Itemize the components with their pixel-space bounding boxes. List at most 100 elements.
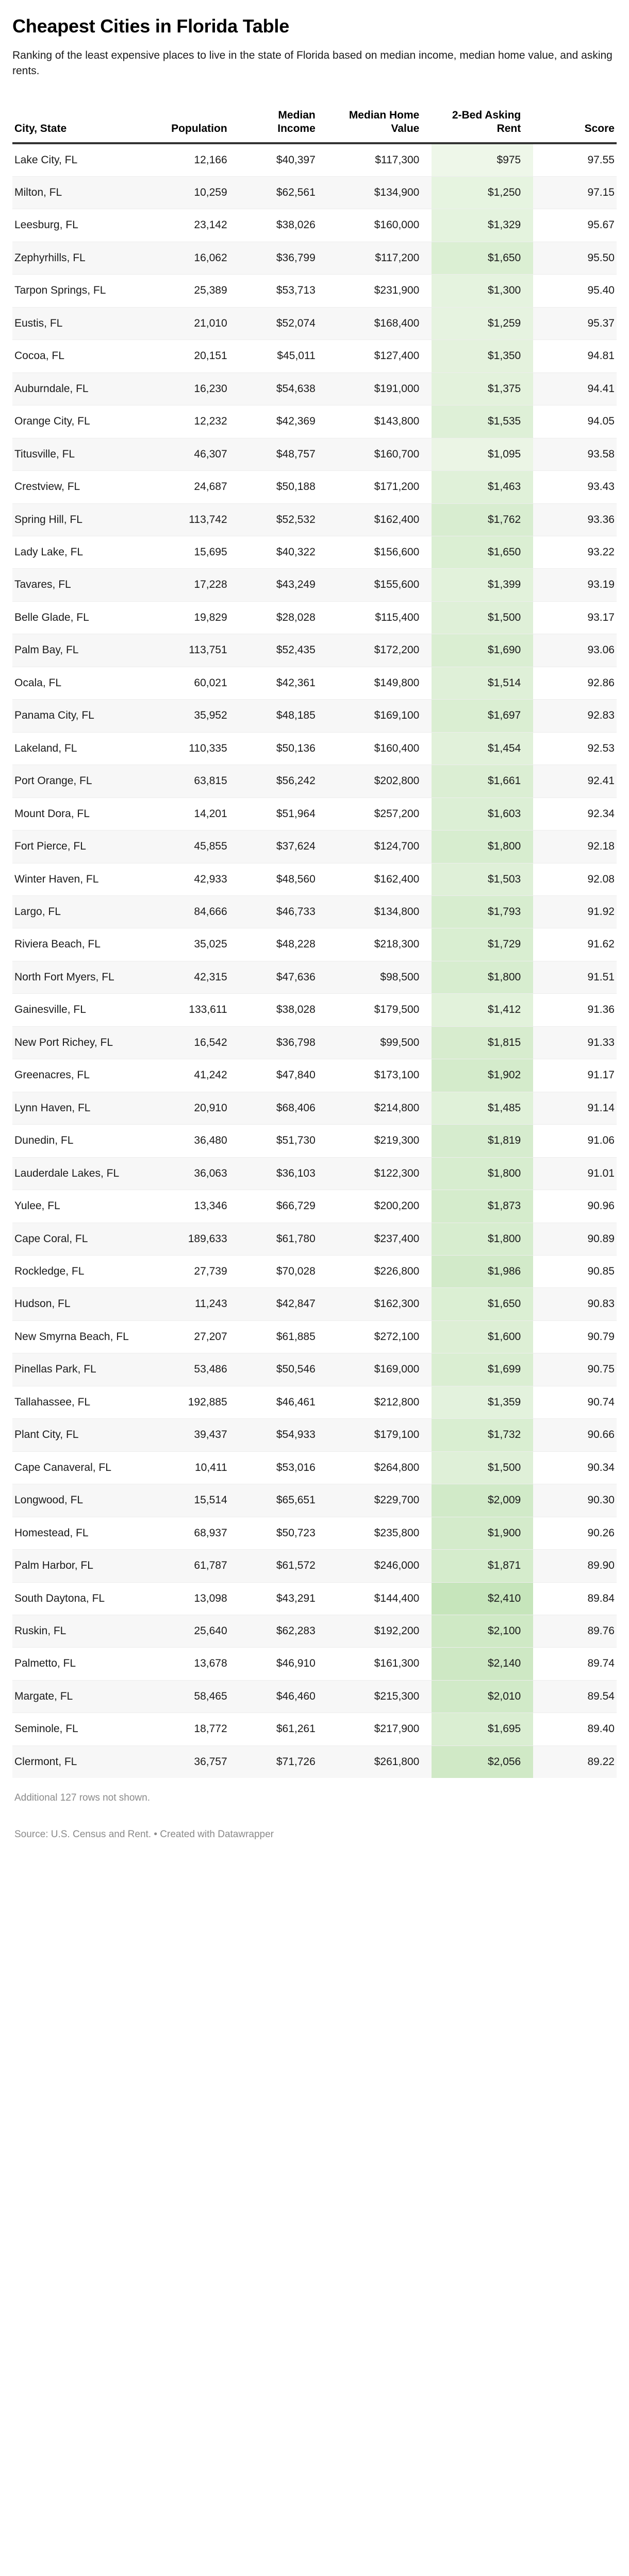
cell-median-income: $54,638 xyxy=(239,372,328,406)
cell-median-income: $42,369 xyxy=(239,405,328,438)
cell-2bed-asking-rent: $1,454 xyxy=(432,732,534,766)
cell-score: 92.41 xyxy=(533,765,617,798)
cell-score: 93.43 xyxy=(533,470,617,504)
cell-2bed-asking-rent: $1,900 xyxy=(432,1517,534,1550)
cell-city: Homestead, FL xyxy=(12,1517,143,1550)
table-row: Lauderdale Lakes, FL 36,063 $36,103 $122,30… xyxy=(12,1157,617,1191)
cell-median-income: $48,560 xyxy=(239,863,328,896)
table-row: Cape Canaveral, FL 10,411 $53,016 $264,800 $… xyxy=(12,1451,617,1485)
chart-container: Cheapest Cities in Florida Table Ranking… xyxy=(12,15,617,1840)
cell-median-home-value: $160,000 xyxy=(327,209,432,242)
cell-2bed-asking-rent: $1,514 xyxy=(432,667,534,700)
cell-median-income: $48,185 xyxy=(239,699,328,733)
cell-median-income: $40,397 xyxy=(239,143,328,177)
cell-median-income: $48,757 xyxy=(239,438,328,471)
cell-population: 41,242 xyxy=(143,1059,240,1092)
cell-median-home-value: $191,000 xyxy=(327,372,432,406)
cell-2bed-asking-rent: $1,250 xyxy=(432,176,534,210)
cell-median-income: $61,780 xyxy=(239,1223,328,1256)
cell-population: 58,465 xyxy=(143,1680,240,1714)
cell-2bed-asking-rent: $1,661 xyxy=(432,765,534,798)
cell-population: 42,315 xyxy=(143,961,240,994)
cell-score: 90.34 xyxy=(533,1451,617,1485)
cell-median-home-value: $149,800 xyxy=(327,667,432,700)
table-row: Rockledge, FL 27,739 $70,028 $226,800 $1,986… xyxy=(12,1255,617,1289)
cell-median-home-value: $160,700 xyxy=(327,438,432,471)
column-header-score[interactable]: Score xyxy=(533,108,617,144)
cell-median-home-value: $134,800 xyxy=(327,895,432,929)
cell-median-income: $68,406 xyxy=(239,1092,328,1125)
cell-population: 36,757 xyxy=(143,1745,240,1778)
cell-score: 93.58 xyxy=(533,438,617,471)
cell-city: Winter Haven, FL xyxy=(12,863,143,896)
cell-median-income: $65,651 xyxy=(239,1484,328,1517)
cell-median-home-value: $218,300 xyxy=(327,928,432,961)
cell-median-income: $47,840 xyxy=(239,1059,328,1092)
cell-median-income: $52,074 xyxy=(239,307,328,341)
cell-score: 91.51 xyxy=(533,961,617,994)
cell-2bed-asking-rent: $1,600 xyxy=(432,1320,534,1354)
cell-median-home-value: $124,700 xyxy=(327,830,432,863)
cell-median-income: $46,910 xyxy=(239,1647,328,1681)
table-row: Margate, FL 58,465 $46,460 $215,300 $2,010 89… xyxy=(12,1680,617,1714)
cell-city: Cape Canaveral, FL xyxy=(12,1451,143,1485)
table-row: Pinellas Park, FL 53,486 $50,546 $169,000 $1… xyxy=(12,1353,617,1386)
cell-median-home-value: $212,800 xyxy=(327,1386,432,1419)
cell-score: 97.55 xyxy=(533,143,617,177)
cell-population: 16,062 xyxy=(143,242,240,275)
column-header-median-income[interactable]: Median Income xyxy=(239,108,328,144)
cell-population: 13,098 xyxy=(143,1582,240,1615)
cell-median-home-value: $99,500 xyxy=(327,1026,432,1060)
cell-population: 35,025 xyxy=(143,928,240,961)
cell-2bed-asking-rent: $1,329 xyxy=(432,209,534,242)
cell-median-income: $50,188 xyxy=(239,470,328,504)
cell-city: Cape Coral, FL xyxy=(12,1223,143,1256)
cell-city: Riviera Beach, FL xyxy=(12,928,143,961)
column-header-2bed-asking-rent[interactable]: 2-Bed Asking Rent xyxy=(432,108,534,144)
cell-score: 94.81 xyxy=(533,340,617,373)
cell-city: Palm Harbor, FL xyxy=(12,1549,143,1583)
cell-city: Tallahassee, FL xyxy=(12,1386,143,1419)
cell-2bed-asking-rent: $1,699 xyxy=(432,1353,534,1386)
column-header-city[interactable]: City, State xyxy=(12,108,143,144)
cell-2bed-asking-rent: $1,986 xyxy=(432,1255,534,1289)
cell-median-income: $62,561 xyxy=(239,176,328,210)
cell-city: Lake City, FL xyxy=(12,143,143,177)
cell-score: 90.96 xyxy=(533,1190,617,1223)
cell-median-income: $46,460 xyxy=(239,1680,328,1714)
cell-median-home-value: $143,800 xyxy=(327,405,432,438)
cell-median-income: $43,291 xyxy=(239,1582,328,1615)
column-header-population[interactable]: Population xyxy=(143,108,240,144)
cell-population: 42,933 xyxy=(143,863,240,896)
cell-city: Margate, FL xyxy=(12,1680,143,1714)
cell-population: 17,228 xyxy=(143,568,240,602)
cell-population: 10,411 xyxy=(143,1451,240,1485)
cell-population: 27,207 xyxy=(143,1320,240,1354)
cell-2bed-asking-rent: $2,056 xyxy=(432,1745,534,1778)
cell-population: 63,815 xyxy=(143,765,240,798)
table-row: Lake City, FL 12,166 $40,397 $117,300 $975 97… xyxy=(12,143,617,177)
table-row: Lynn Haven, FL 20,910 $68,406 $214,800 $1,48… xyxy=(12,1092,617,1125)
table-row: Tallahassee, FL 192,885 $46,461 $212,800 $1,… xyxy=(12,1386,617,1419)
cell-score: 90.66 xyxy=(533,1418,617,1452)
cell-median-home-value: $144,400 xyxy=(327,1582,432,1615)
cell-score: 92.08 xyxy=(533,863,617,896)
column-header-median-home-value[interactable]: Median Home Value xyxy=(327,108,432,144)
cell-city: Clermont, FL xyxy=(12,1745,143,1778)
table-row: Ruskin, FL 25,640 $62,283 $192,200 $2,100 89.… xyxy=(12,1615,617,1648)
cell-population: 20,910 xyxy=(143,1092,240,1125)
cell-city: New Smyrna Beach, FL xyxy=(12,1320,143,1354)
table-row: Longwood, FL 15,514 $65,651 $229,700 $2,009 9… xyxy=(12,1484,617,1517)
cell-population: 10,259 xyxy=(143,176,240,210)
cell-2bed-asking-rent: $1,650 xyxy=(432,536,534,569)
table-row: Titusville, FL 46,307 $48,757 $160,700 $1,09… xyxy=(12,438,617,471)
cell-city: Palmetto, FL xyxy=(12,1647,143,1681)
cell-median-income: $36,799 xyxy=(239,242,328,275)
cell-score: 92.53 xyxy=(533,732,617,766)
table-row: Tavares, FL 17,228 $43,249 $155,600 $1,399 93… xyxy=(12,568,617,602)
cell-median-home-value: $162,300 xyxy=(327,1287,432,1321)
cell-score: 94.05 xyxy=(533,405,617,438)
table-row: New Port Richey, FL 16,542 $36,798 $99,500 $… xyxy=(12,1026,617,1060)
cell-city: Auburndale, FL xyxy=(12,372,143,406)
cell-median-income: $56,242 xyxy=(239,765,328,798)
